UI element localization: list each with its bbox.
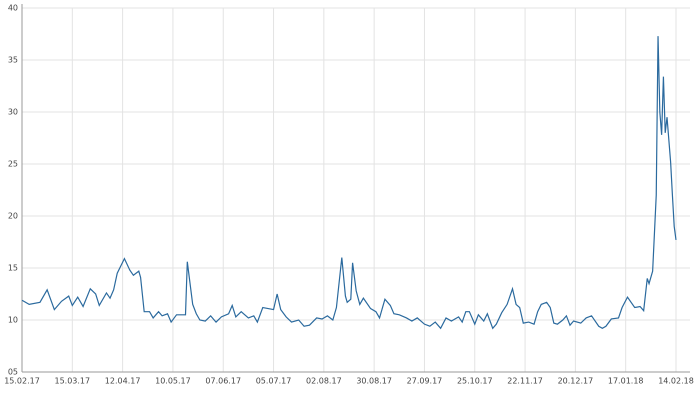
series-line (21, 36, 677, 330)
y-tick-label: 20 (8, 212, 18, 221)
y-tick-label: 40 (8, 4, 18, 13)
x-tick-label: 20.12.17 (558, 377, 594, 386)
x-tick-label: 02.08.17 (306, 377, 342, 386)
x-tick-label: 17.01.18 (608, 377, 644, 386)
y-tick-label: 35 (8, 56, 18, 65)
x-tick-label: 15.03.17 (54, 377, 90, 386)
x-tick-label: 15.02.17 (4, 377, 40, 386)
y-tick-label: 10 (8, 316, 18, 325)
y-tick-label: 05 (8, 368, 18, 377)
y-tick-label: 30 (8, 108, 18, 117)
x-tick-label: 05.07.17 (256, 377, 292, 386)
x-tick-label: 22.11.17 (507, 377, 543, 386)
x-tick-label: 14.02.18 (658, 377, 694, 386)
x-tick-label: 07.06.17 (205, 377, 241, 386)
y-tick-label: 25 (8, 160, 18, 169)
x-tick-label: 25.10.17 (457, 377, 493, 386)
x-tick-label: 27.09.17 (407, 377, 443, 386)
x-tick-label: 12.04.17 (105, 377, 141, 386)
y-tick-label: 15 (8, 264, 18, 273)
x-tick-label: 10.05.17 (155, 377, 191, 386)
x-tick-label: 30.08.17 (356, 377, 392, 386)
